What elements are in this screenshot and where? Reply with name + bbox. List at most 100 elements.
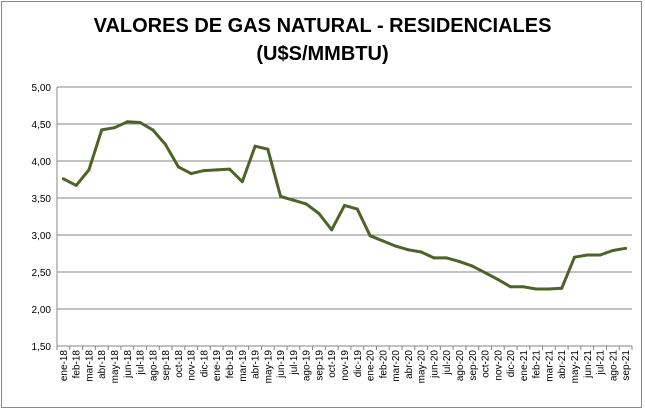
x-tick-label: dic-20 (506, 350, 517, 378)
data-point (496, 277, 500, 281)
x-tick-label: sep-21 (621, 350, 632, 381)
x-tick-label: ene-21 (519, 350, 530, 382)
data-point (279, 195, 283, 199)
x-tick-label: jun-21 (583, 350, 594, 379)
x-tick-label: mar-20 (391, 350, 402, 382)
data-point (419, 250, 423, 254)
x-tick-label: feb-21 (532, 350, 543, 379)
x-tick-label: may-21 (570, 350, 581, 384)
data-point (458, 260, 461, 264)
x-tick-label: sep-20 (468, 350, 479, 381)
y-tick-label: 2,50 (32, 268, 52, 279)
data-point (189, 172, 193, 176)
data-point (253, 144, 257, 148)
x-tick-label: nov-18 (187, 350, 198, 381)
data-point (266, 147, 270, 151)
y-tick-label: 4,00 (32, 157, 52, 168)
x-tick-label: jun-18 (123, 350, 134, 379)
x-tick-label: abr-21 (557, 350, 568, 379)
x-tick-label: may-19 (263, 350, 274, 384)
data-point (240, 180, 244, 184)
data-point (598, 253, 602, 257)
x-tick-label: ago-20 (455, 350, 466, 382)
data-point (355, 207, 359, 211)
data-point (100, 128, 104, 132)
x-tick-label: ago-21 (608, 350, 619, 382)
x-tick-label: abr-20 (404, 350, 415, 379)
x-tick-label: mar-18 (84, 350, 95, 382)
data-point (368, 234, 372, 238)
x-tick-label: jun-20 (429, 350, 440, 379)
data-point (87, 168, 91, 172)
data-point (470, 264, 474, 268)
x-tick-label: dic-19 (353, 350, 364, 378)
x-tick-label: jul-20 (442, 350, 453, 376)
x-tick-label: jul-21 (596, 350, 607, 376)
data-point (215, 168, 219, 172)
x-tick-label: jul-18 (136, 350, 147, 376)
x-tick-label: feb-20 (378, 350, 389, 379)
x-tick-label: feb-18 (72, 350, 83, 379)
data-point (61, 177, 65, 181)
y-tick-label: 2,00 (32, 305, 52, 316)
x-tick-label: mar-19 (238, 350, 249, 382)
y-tick-label: 3,00 (32, 231, 52, 242)
x-tick-label: nov-20 (493, 350, 504, 381)
x-tick-label: nov-19 (340, 350, 351, 381)
x-tick-label: ene-20 (366, 350, 377, 382)
data-point (202, 169, 206, 173)
data-point (317, 212, 321, 216)
data-point (432, 256, 436, 260)
x-tick-label: sep-18 (161, 350, 172, 381)
x-tick-label: oct-18 (174, 350, 185, 378)
x-tick-label: abr-18 (97, 350, 108, 379)
data-point (176, 165, 180, 169)
data-point (534, 287, 538, 291)
data-point (394, 244, 398, 248)
data-point (304, 202, 308, 206)
x-tick-label: oct-19 (327, 350, 338, 378)
data-point (521, 285, 525, 289)
x-tick-label: ago-19 (302, 350, 313, 382)
x-tick-label: ene-18 (59, 350, 70, 382)
data-point (291, 198, 295, 202)
x-tick-label: jul-19 (289, 350, 300, 376)
data-point (381, 239, 385, 243)
data-point (573, 255, 576, 259)
data-point (113, 126, 116, 130)
chart-title-line2: (U$S/MMBTU) (256, 43, 389, 65)
chart-title: VALORES DE GAS NATURAL - RESIDENCIALES (… (0, 12, 645, 68)
y-tick-label: 3,50 (32, 194, 52, 205)
x-tick-label: feb-19 (225, 350, 236, 379)
data-point (445, 256, 449, 260)
y-tick-label: 5,00 (32, 83, 52, 94)
data-point (624, 246, 628, 250)
data-point (509, 285, 513, 289)
data-point (125, 120, 129, 124)
x-tick-label: may-18 (110, 350, 121, 384)
y-tick-label: 4,50 (32, 120, 52, 131)
chart-title-line1: VALORES DE GAS NATURAL - RESIDENCIALES (93, 15, 552, 37)
data-point (483, 271, 487, 275)
x-tick-label: dic-18 (199, 350, 210, 378)
data-point (228, 167, 231, 171)
x-tick-label: may-20 (417, 350, 428, 384)
x-tick-label: abr-19 (251, 350, 262, 379)
data-point (151, 128, 155, 132)
data-point (406, 248, 410, 252)
data-point (611, 249, 615, 253)
data-point (138, 121, 142, 125)
y-tick-label: 1,50 (32, 342, 52, 353)
data-point (164, 143, 168, 147)
data-point (74, 183, 78, 187)
x-tick-label: ago-18 (148, 350, 159, 382)
x-tick-label: jun-19 (276, 350, 287, 379)
data-point (547, 287, 551, 291)
data-point (560, 286, 564, 290)
data-point (330, 228, 334, 232)
data-point (343, 203, 346, 207)
x-tick-label: oct-20 (481, 350, 492, 378)
x-tick-label: sep-19 (314, 350, 325, 381)
